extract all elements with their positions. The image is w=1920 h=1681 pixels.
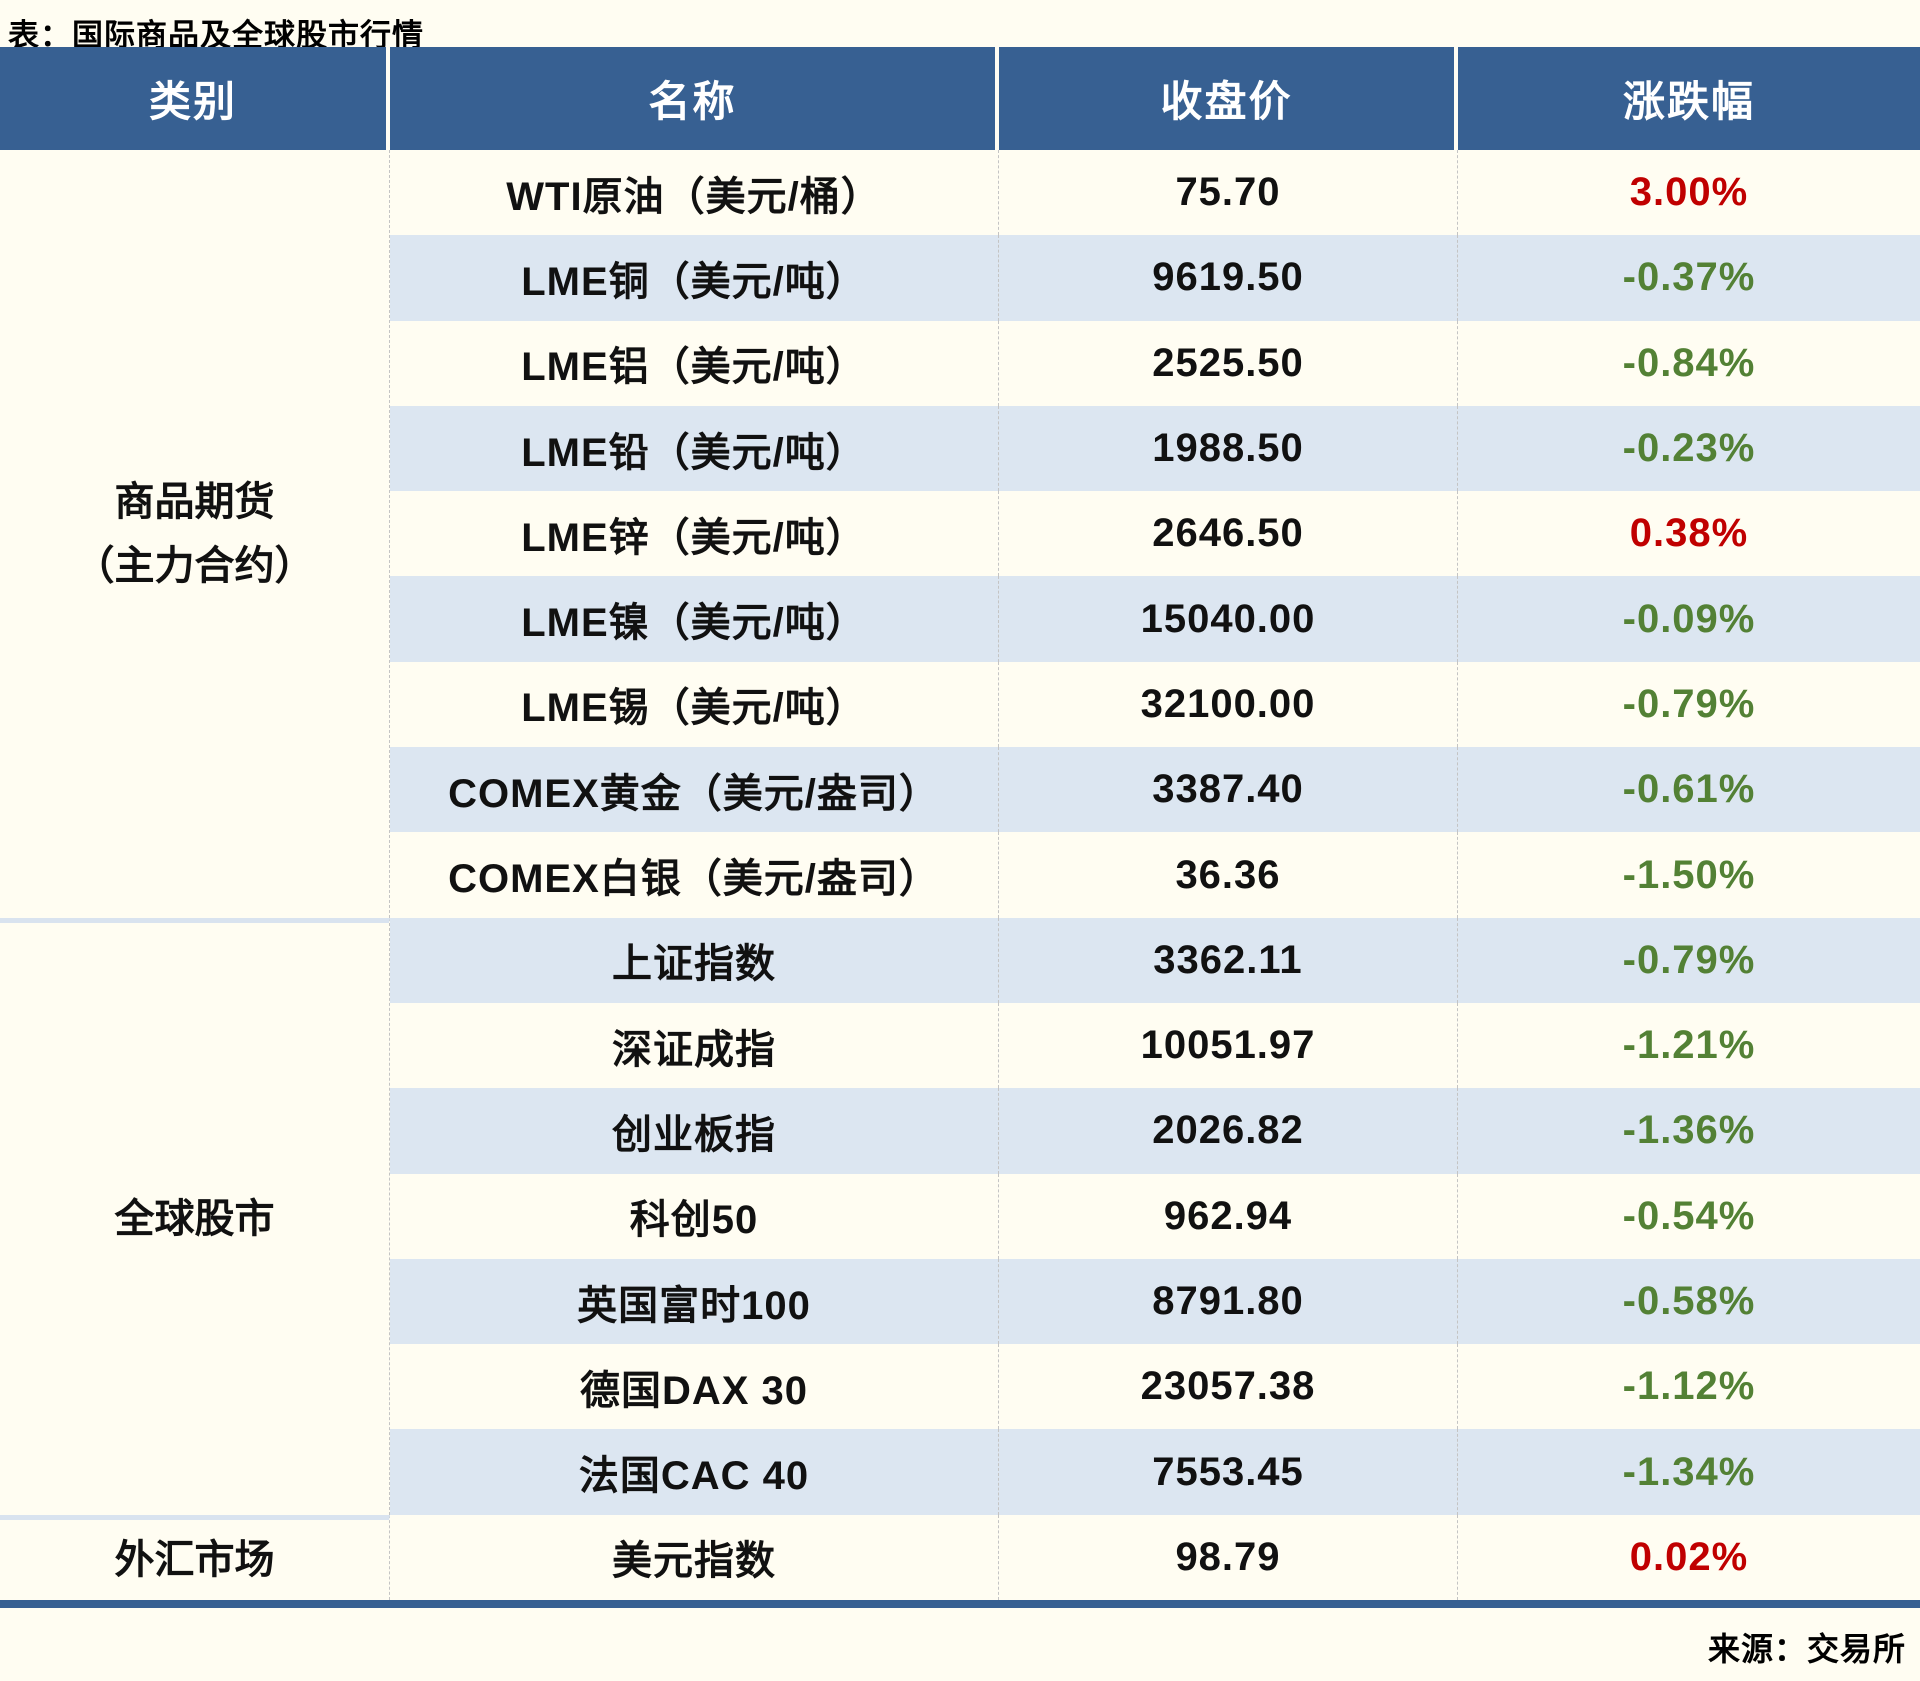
category-label-line1: 商品期货 (114, 479, 275, 524)
table-bottom-border (0, 1600, 1920, 1609)
change-percent: -1.21% (1622, 1023, 1756, 1068)
instrument-name: LME锡（美元/吨） (390, 661, 999, 748)
instrument-name: 深证成指 (390, 1002, 999, 1089)
change-percent: 0.38% (1629, 511, 1749, 556)
close-price: 9619.50 (999, 235, 1458, 321)
close-price: 962.94 (999, 1173, 1458, 1259)
change-percent: -1.34% (1458, 1429, 1920, 1515)
instrument-name: WTI原油（美元/桶） (390, 150, 999, 236)
close-price: 32100.00 (999, 661, 1458, 748)
change-percent: -0.79% (1458, 917, 1920, 1003)
change-percent: -1.12% (1622, 1364, 1756, 1409)
instrument-name: 上证指数 (390, 917, 999, 1003)
source-note: 来源：交易所 (1707, 1631, 1906, 1668)
close-price: 2026.82 (999, 1088, 1458, 1174)
close-price: 15040.00 (999, 576, 1458, 662)
close-price: 3362.11 (999, 917, 1458, 1003)
instrument-name: LME铜（美元/吨） (390, 235, 999, 321)
close-price: 36.36 (999, 832, 1458, 918)
change-percent: -0.54% (1622, 1193, 1756, 1238)
change-percent: -0.79% (1622, 681, 1756, 726)
close-price: 98.79 (999, 1514, 1458, 1601)
close-price: 2646.50 (999, 491, 1458, 577)
change-percent: -1.36% (1458, 1088, 1920, 1174)
change-percent: -0.84% (1622, 340, 1756, 385)
instrument-name: LME锌（美元/吨） (390, 491, 999, 577)
category-forex-market: 外汇市场 (0, 1514, 390, 1601)
close-price: 7553.45 (999, 1429, 1458, 1515)
close-price: 10051.97 (999, 1002, 1458, 1089)
instrument-name: 科创50 (390, 1173, 999, 1259)
instrument-name: 美元指数 (390, 1514, 999, 1601)
close-price: 75.70 (999, 150, 1458, 236)
change-percent: -0.58% (1458, 1258, 1920, 1345)
instrument-name: LME铅（美元/吨） (390, 405, 999, 492)
instrument-name: 创业板指 (390, 1088, 999, 1174)
change-percent: -0.37% (1458, 235, 1920, 321)
close-price: 3387.40 (999, 747, 1458, 833)
close-price: 2525.50 (999, 320, 1458, 406)
close-price: 1988.50 (999, 405, 1458, 492)
close-price: 8791.80 (999, 1258, 1458, 1345)
category-label-line1: 外汇市场 (114, 1537, 275, 1582)
instrument-name: 英国富时100 (390, 1258, 999, 1345)
column-header-name: 名称 (390, 47, 999, 150)
instrument-name: COMEX白银（美元/盎司） (390, 832, 999, 918)
category-commodity-futures: 商品期货 （主力合约） (0, 150, 390, 918)
close-price: 23057.38 (999, 1344, 1458, 1430)
instrument-name: LME镍（美元/吨） (390, 576, 999, 662)
change-percent: 3.00% (1629, 170, 1749, 215)
page-title: 表：国际商品及全球股市行情 (8, 18, 424, 53)
column-header-category: 类别 (0, 47, 390, 150)
category-label-line1: 全球股市 (114, 1196, 275, 1241)
change-percent: -0.23% (1458, 405, 1920, 492)
category-label-line2: （主力合约） (74, 543, 315, 588)
instrument-name: 德国DAX 30 (390, 1344, 999, 1430)
change-percent: -1.50% (1622, 852, 1756, 897)
column-header-close: 收盘价 (999, 47, 1458, 150)
column-header-change: 涨跌幅 (1458, 47, 1920, 150)
category-global-stocks: 全球股市 (0, 917, 390, 1515)
market-table: 类别 名称 收盘价 涨跌幅 商品期货 （主力合约） WTI原油（美元/桶） 75… (0, 47, 1920, 1601)
change-percent: -0.09% (1458, 576, 1920, 662)
instrument-name: LME铝（美元/吨） (390, 320, 999, 406)
instrument-name: 法国CAC 40 (390, 1429, 999, 1515)
change-percent: 0.02% (1629, 1534, 1749, 1579)
instrument-name: COMEX黄金（美元/盎司） (390, 747, 999, 833)
change-percent: -0.61% (1458, 747, 1920, 833)
